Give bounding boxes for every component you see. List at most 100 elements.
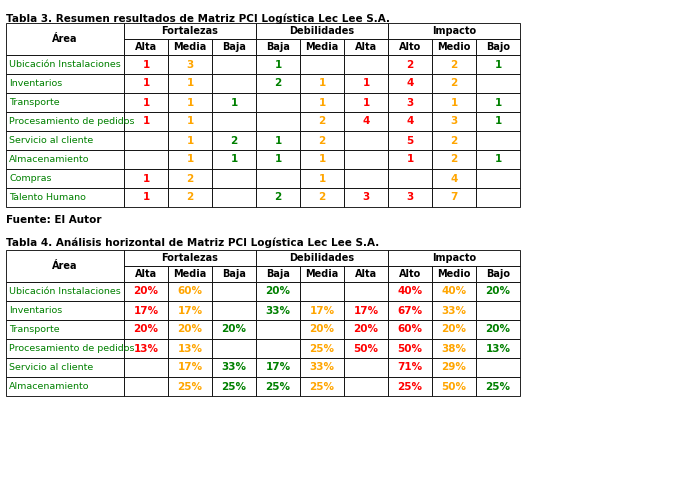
Text: 33%: 33%: [221, 363, 246, 372]
Text: 1: 1: [363, 78, 370, 88]
Bar: [432, 320, 476, 339]
Bar: [256, 112, 300, 131]
Bar: [388, 23, 520, 39]
Text: 13%: 13%: [134, 344, 158, 354]
Text: Debilidades: Debilidades: [289, 253, 354, 263]
Text: Media: Media: [305, 269, 338, 279]
Bar: [124, 74, 168, 93]
Bar: [212, 39, 256, 55]
Text: 2: 2: [186, 174, 194, 184]
Bar: [388, 377, 432, 396]
Bar: [168, 112, 212, 131]
Bar: [124, 266, 168, 282]
Text: 4: 4: [450, 174, 457, 184]
Bar: [432, 74, 476, 93]
Text: 2: 2: [274, 192, 282, 202]
Text: 1: 1: [143, 98, 149, 108]
Bar: [476, 112, 520, 131]
Bar: [344, 188, 388, 207]
Text: 4: 4: [406, 78, 414, 88]
Bar: [344, 55, 388, 74]
Text: Procesamiento de pedidos: Procesamiento de pedidos: [9, 117, 134, 126]
Bar: [256, 150, 300, 169]
Text: 25%: 25%: [266, 381, 291, 391]
Bar: [256, 39, 300, 55]
Text: 3: 3: [450, 117, 457, 126]
Bar: [168, 282, 212, 301]
Text: 1: 1: [274, 135, 282, 145]
Text: Medio: Medio: [437, 269, 471, 279]
Bar: [256, 74, 300, 93]
Text: 38%: 38%: [441, 344, 466, 354]
Bar: [124, 23, 256, 39]
Bar: [6, 377, 124, 396]
Bar: [476, 169, 520, 188]
Bar: [344, 301, 388, 320]
Text: 1: 1: [186, 98, 194, 108]
Text: 1: 1: [274, 154, 282, 165]
Bar: [124, 188, 168, 207]
Bar: [124, 112, 168, 131]
Bar: [6, 55, 124, 74]
Text: 17%: 17%: [177, 306, 203, 315]
Text: 29%: 29%: [441, 363, 466, 372]
Bar: [124, 93, 168, 112]
Text: 1: 1: [318, 174, 326, 184]
Text: 2: 2: [450, 135, 457, 145]
Bar: [212, 301, 256, 320]
Text: Alta: Alta: [355, 42, 377, 52]
Text: 17%: 17%: [354, 306, 379, 315]
Text: 2: 2: [450, 78, 457, 88]
Bar: [344, 74, 388, 93]
Bar: [6, 112, 124, 131]
Text: 60%: 60%: [178, 287, 203, 297]
Text: Baja: Baja: [222, 269, 246, 279]
Bar: [344, 339, 388, 358]
Text: 25%: 25%: [397, 381, 423, 391]
Bar: [300, 266, 344, 282]
Bar: [168, 55, 212, 74]
Bar: [124, 377, 168, 396]
Text: Ubicación Instalaciones: Ubicación Instalaciones: [9, 60, 120, 69]
Text: Transporte: Transporte: [9, 325, 60, 334]
Text: 20%: 20%: [178, 324, 203, 334]
Bar: [300, 150, 344, 169]
Bar: [256, 93, 300, 112]
Bar: [432, 282, 476, 301]
Bar: [300, 39, 344, 55]
Bar: [6, 250, 124, 282]
Text: Área: Área: [53, 261, 78, 271]
Bar: [300, 93, 344, 112]
Text: 20%: 20%: [486, 324, 511, 334]
Bar: [6, 301, 124, 320]
Text: Media: Media: [174, 269, 207, 279]
Bar: [6, 188, 124, 207]
Bar: [476, 39, 520, 55]
Bar: [168, 266, 212, 282]
Bar: [168, 320, 212, 339]
Text: Baja: Baja: [266, 42, 290, 52]
Bar: [432, 339, 476, 358]
Bar: [168, 131, 212, 150]
Bar: [124, 39, 168, 55]
Text: 20%: 20%: [309, 324, 334, 334]
Bar: [388, 150, 432, 169]
Bar: [6, 93, 124, 112]
Bar: [124, 169, 168, 188]
Bar: [344, 377, 388, 396]
Text: 1: 1: [230, 98, 237, 108]
Text: 3: 3: [186, 60, 194, 69]
Text: 1: 1: [186, 154, 194, 165]
Bar: [344, 266, 388, 282]
Bar: [212, 377, 256, 396]
Bar: [256, 301, 300, 320]
Bar: [256, 358, 300, 377]
Bar: [476, 93, 520, 112]
Text: Alta: Alta: [355, 269, 377, 279]
Text: Alta: Alta: [135, 42, 157, 52]
Text: Baja: Baja: [266, 269, 290, 279]
Text: 2: 2: [450, 60, 457, 69]
Bar: [432, 55, 476, 74]
Bar: [388, 339, 432, 358]
Bar: [388, 250, 520, 266]
